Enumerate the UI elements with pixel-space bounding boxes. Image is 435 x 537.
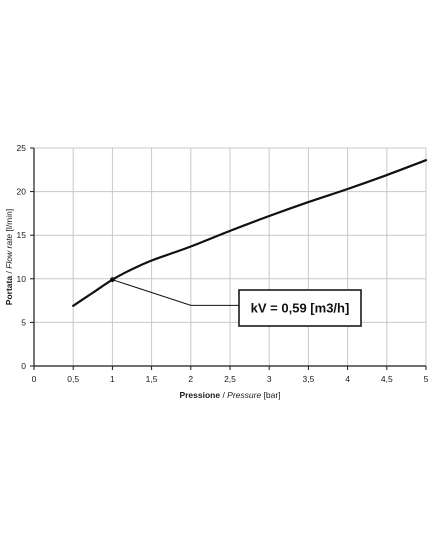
x-tick-label: 5: [424, 374, 429, 384]
kv-reference-point: [110, 277, 115, 283]
x-axis-title-unit: [bar]: [261, 390, 280, 400]
x-axis-ticks: 0 0,5 1 1,5 2 2,5 3 3,5 4 4,5 5: [32, 366, 429, 384]
annotation-leader-line: [112, 279, 239, 306]
y-tick-label: 15: [17, 230, 27, 240]
y-tick-label: 0: [21, 361, 26, 371]
x-axis-title: Pressione / Pressure [bar]: [179, 390, 280, 400]
y-tick-label: 25: [17, 143, 27, 153]
x-axis-title-main: Pressione: [179, 390, 220, 400]
y-axis-title-main: Portata: [4, 276, 14, 306]
x-axis-title-translation: Pressure: [227, 390, 261, 400]
x-tick-label: 0,5: [67, 374, 79, 384]
kv-annotation: kV = 0,59 [m3/h]: [110, 277, 362, 327]
y-axis-ticks: 0 5 10 15 20 25: [17, 143, 34, 371]
x-tick-label: 2: [188, 374, 193, 384]
x-tick-label: 3,5: [302, 374, 314, 384]
kv-callout-box: [238, 289, 362, 327]
x-tick-label: 0: [32, 374, 37, 384]
y-axis-title-separator: /: [4, 269, 14, 276]
y-tick-label: 20: [17, 187, 27, 197]
x-axis-title-separator: /: [220, 390, 227, 400]
x-tick-label: 2,5: [224, 374, 236, 384]
y-axis-title-translation: Flow rate: [4, 234, 14, 269]
x-tick-label: 1,5: [146, 374, 158, 384]
y-axis-title: Portata / Flow rate [l/min]: [4, 209, 14, 305]
x-tick-label: 3: [267, 374, 272, 384]
y-tick-label: 10: [17, 274, 27, 284]
y-tick-label: 5: [21, 317, 26, 327]
x-tick-label: 1: [110, 374, 115, 384]
grid-lines: [34, 147, 427, 366]
kv-value-label: kV = 0,59 [m3/h]: [251, 301, 350, 316]
x-tick-label: 4: [345, 374, 350, 384]
y-axis-title-unit: [l/min]: [4, 209, 14, 234]
x-tick-label: 4,5: [381, 374, 393, 384]
